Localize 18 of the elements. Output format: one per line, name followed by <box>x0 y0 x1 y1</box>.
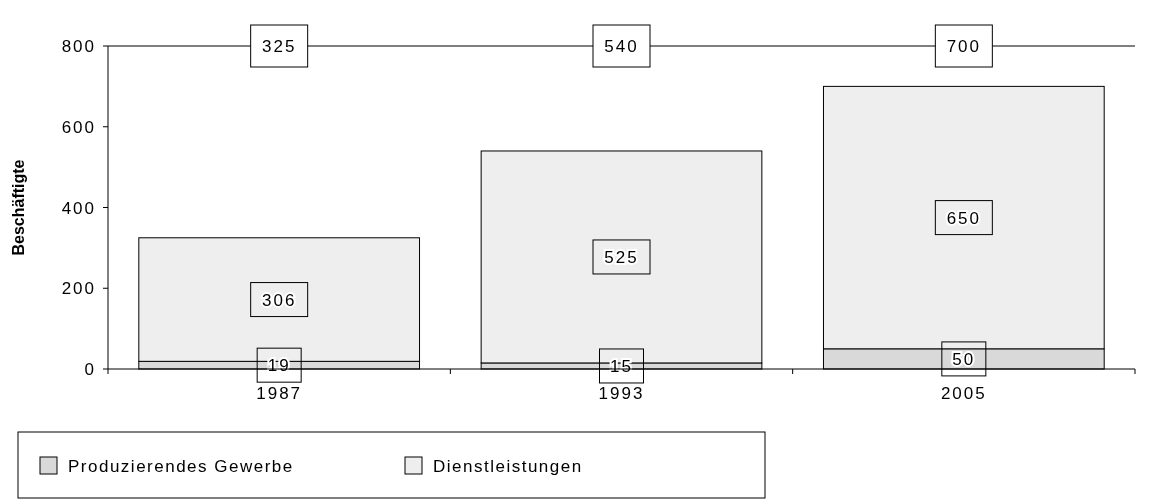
y-tick-label: 400 <box>61 198 96 218</box>
legend-label: Produzierendes Gewerbe <box>68 457 294 476</box>
y-tick-label: 800 <box>61 37 96 56</box>
annotation: 700 <box>946 37 982 56</box>
x-tick-label: 1993 <box>598 384 645 403</box>
data-label: 306 <box>261 290 297 310</box>
legend-label: Dienstleistungen <box>433 457 583 476</box>
annotation: 540 <box>604 37 639 56</box>
y-tick-label: 200 <box>61 279 96 299</box>
x-tick-label: 2005 <box>940 384 987 403</box>
y-tick-label: 0 <box>84 360 96 379</box>
y-axis-title: Beschäftigte <box>10 159 27 256</box>
data-label: 50 <box>952 349 976 369</box>
data-label: 525 <box>604 247 639 267</box>
data-label: 650 <box>946 208 982 228</box>
x-tick-label: 1987 <box>256 384 303 403</box>
annotation: 325 <box>261 37 297 56</box>
y-tick-label: 600 <box>61 117 96 137</box>
